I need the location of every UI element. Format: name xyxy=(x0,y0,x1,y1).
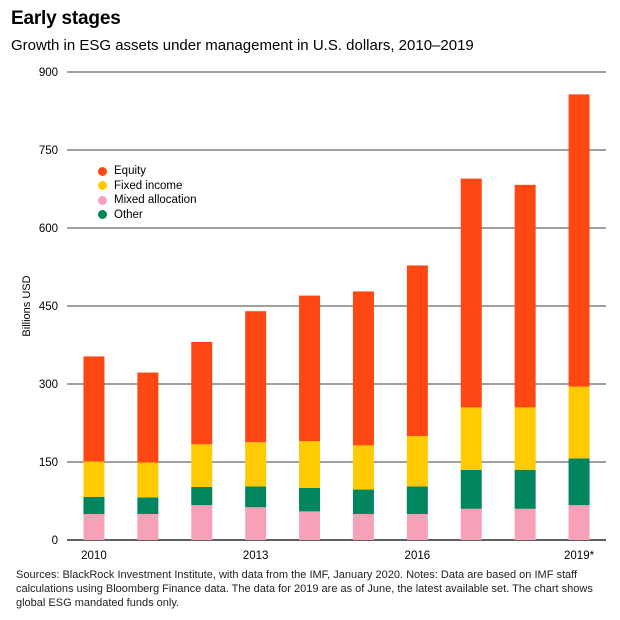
y-tick-label: 900 xyxy=(39,67,58,79)
bar-segment xyxy=(83,514,105,540)
y-tick-label: 450 xyxy=(39,301,58,313)
bar-segment xyxy=(191,505,213,540)
legend-label: Equity xyxy=(114,165,146,178)
bar-segment xyxy=(406,265,428,436)
legend-swatch xyxy=(98,181,107,191)
legend-label: Fixed income xyxy=(114,179,183,192)
legend-item: Other xyxy=(98,208,196,223)
bar-segment xyxy=(83,496,105,514)
y-tick-label: 300 xyxy=(39,379,58,391)
y-tick-label: 150 xyxy=(39,457,58,469)
bar-segment xyxy=(568,386,590,459)
bar-segment xyxy=(406,486,428,514)
bar-segment xyxy=(568,94,590,387)
bar-segment xyxy=(352,489,374,514)
bar-segment xyxy=(460,178,482,408)
bars xyxy=(83,94,590,540)
legend-item: Equity xyxy=(98,164,196,179)
bar-segment xyxy=(191,341,213,445)
legend-item: Mixed allocation xyxy=(98,193,196,208)
bar-segment xyxy=(514,469,536,509)
bar-segment xyxy=(137,514,159,540)
bar-segment xyxy=(514,184,536,408)
bar-segment xyxy=(352,291,374,446)
bar-segment xyxy=(352,445,374,490)
bar-segment xyxy=(460,407,482,470)
legend-item: Fixed income xyxy=(98,179,196,194)
y-axis-label: Billions USD xyxy=(21,275,33,336)
bar-segment xyxy=(299,441,321,488)
bar-segment xyxy=(299,295,321,442)
y-tick-label: 600 xyxy=(39,223,58,235)
x-tick-label: 2010 xyxy=(81,550,107,562)
bar-segment xyxy=(191,444,213,487)
bar-segment xyxy=(299,488,321,512)
bar-segment xyxy=(406,436,428,487)
bar-segment xyxy=(137,372,159,463)
bar-segment xyxy=(514,407,536,470)
axes: 0 150 300 450 600 750 900 2010 2013 2016 2019* xyxy=(39,67,595,562)
bar-segment xyxy=(406,514,428,540)
legend-label: Mixed allocation xyxy=(114,194,197,207)
x-tick-label: 2019* xyxy=(564,550,595,562)
chart-subtitle: Growth in ESG assets under management in… xyxy=(11,37,474,54)
bar-segment xyxy=(568,505,590,540)
bar-segment xyxy=(191,486,213,506)
y-tick-label: 0 xyxy=(52,535,58,547)
bar-segment xyxy=(460,469,482,509)
bar-segment xyxy=(352,514,374,540)
y-tick-label: 750 xyxy=(39,145,58,157)
bar-segment xyxy=(460,508,482,540)
bar-segment xyxy=(245,507,267,540)
x-tick-label: 2016 xyxy=(405,550,431,562)
bar-segment xyxy=(245,442,267,487)
legend-swatch xyxy=(98,195,107,205)
chart-title: Early stages xyxy=(11,8,121,29)
footnote: Sources: BlackRock Investment Institute,… xyxy=(16,569,593,609)
legend-swatch xyxy=(98,166,107,176)
bar-segment xyxy=(83,356,105,462)
legend-label: Other xyxy=(114,208,143,221)
bar-segment xyxy=(137,462,159,498)
x-tick-label: 2013 xyxy=(243,550,269,562)
bar-segment xyxy=(137,497,159,514)
bar-segment xyxy=(568,458,590,506)
chart-legend: Equity Fixed income Mixed allocation Other xyxy=(98,164,196,222)
bar-segment xyxy=(245,486,267,508)
bar-segment xyxy=(245,311,267,443)
bar-segment xyxy=(514,508,536,540)
bar-segment xyxy=(299,511,321,540)
legend-swatch xyxy=(98,210,107,220)
bar-segment xyxy=(83,461,105,497)
